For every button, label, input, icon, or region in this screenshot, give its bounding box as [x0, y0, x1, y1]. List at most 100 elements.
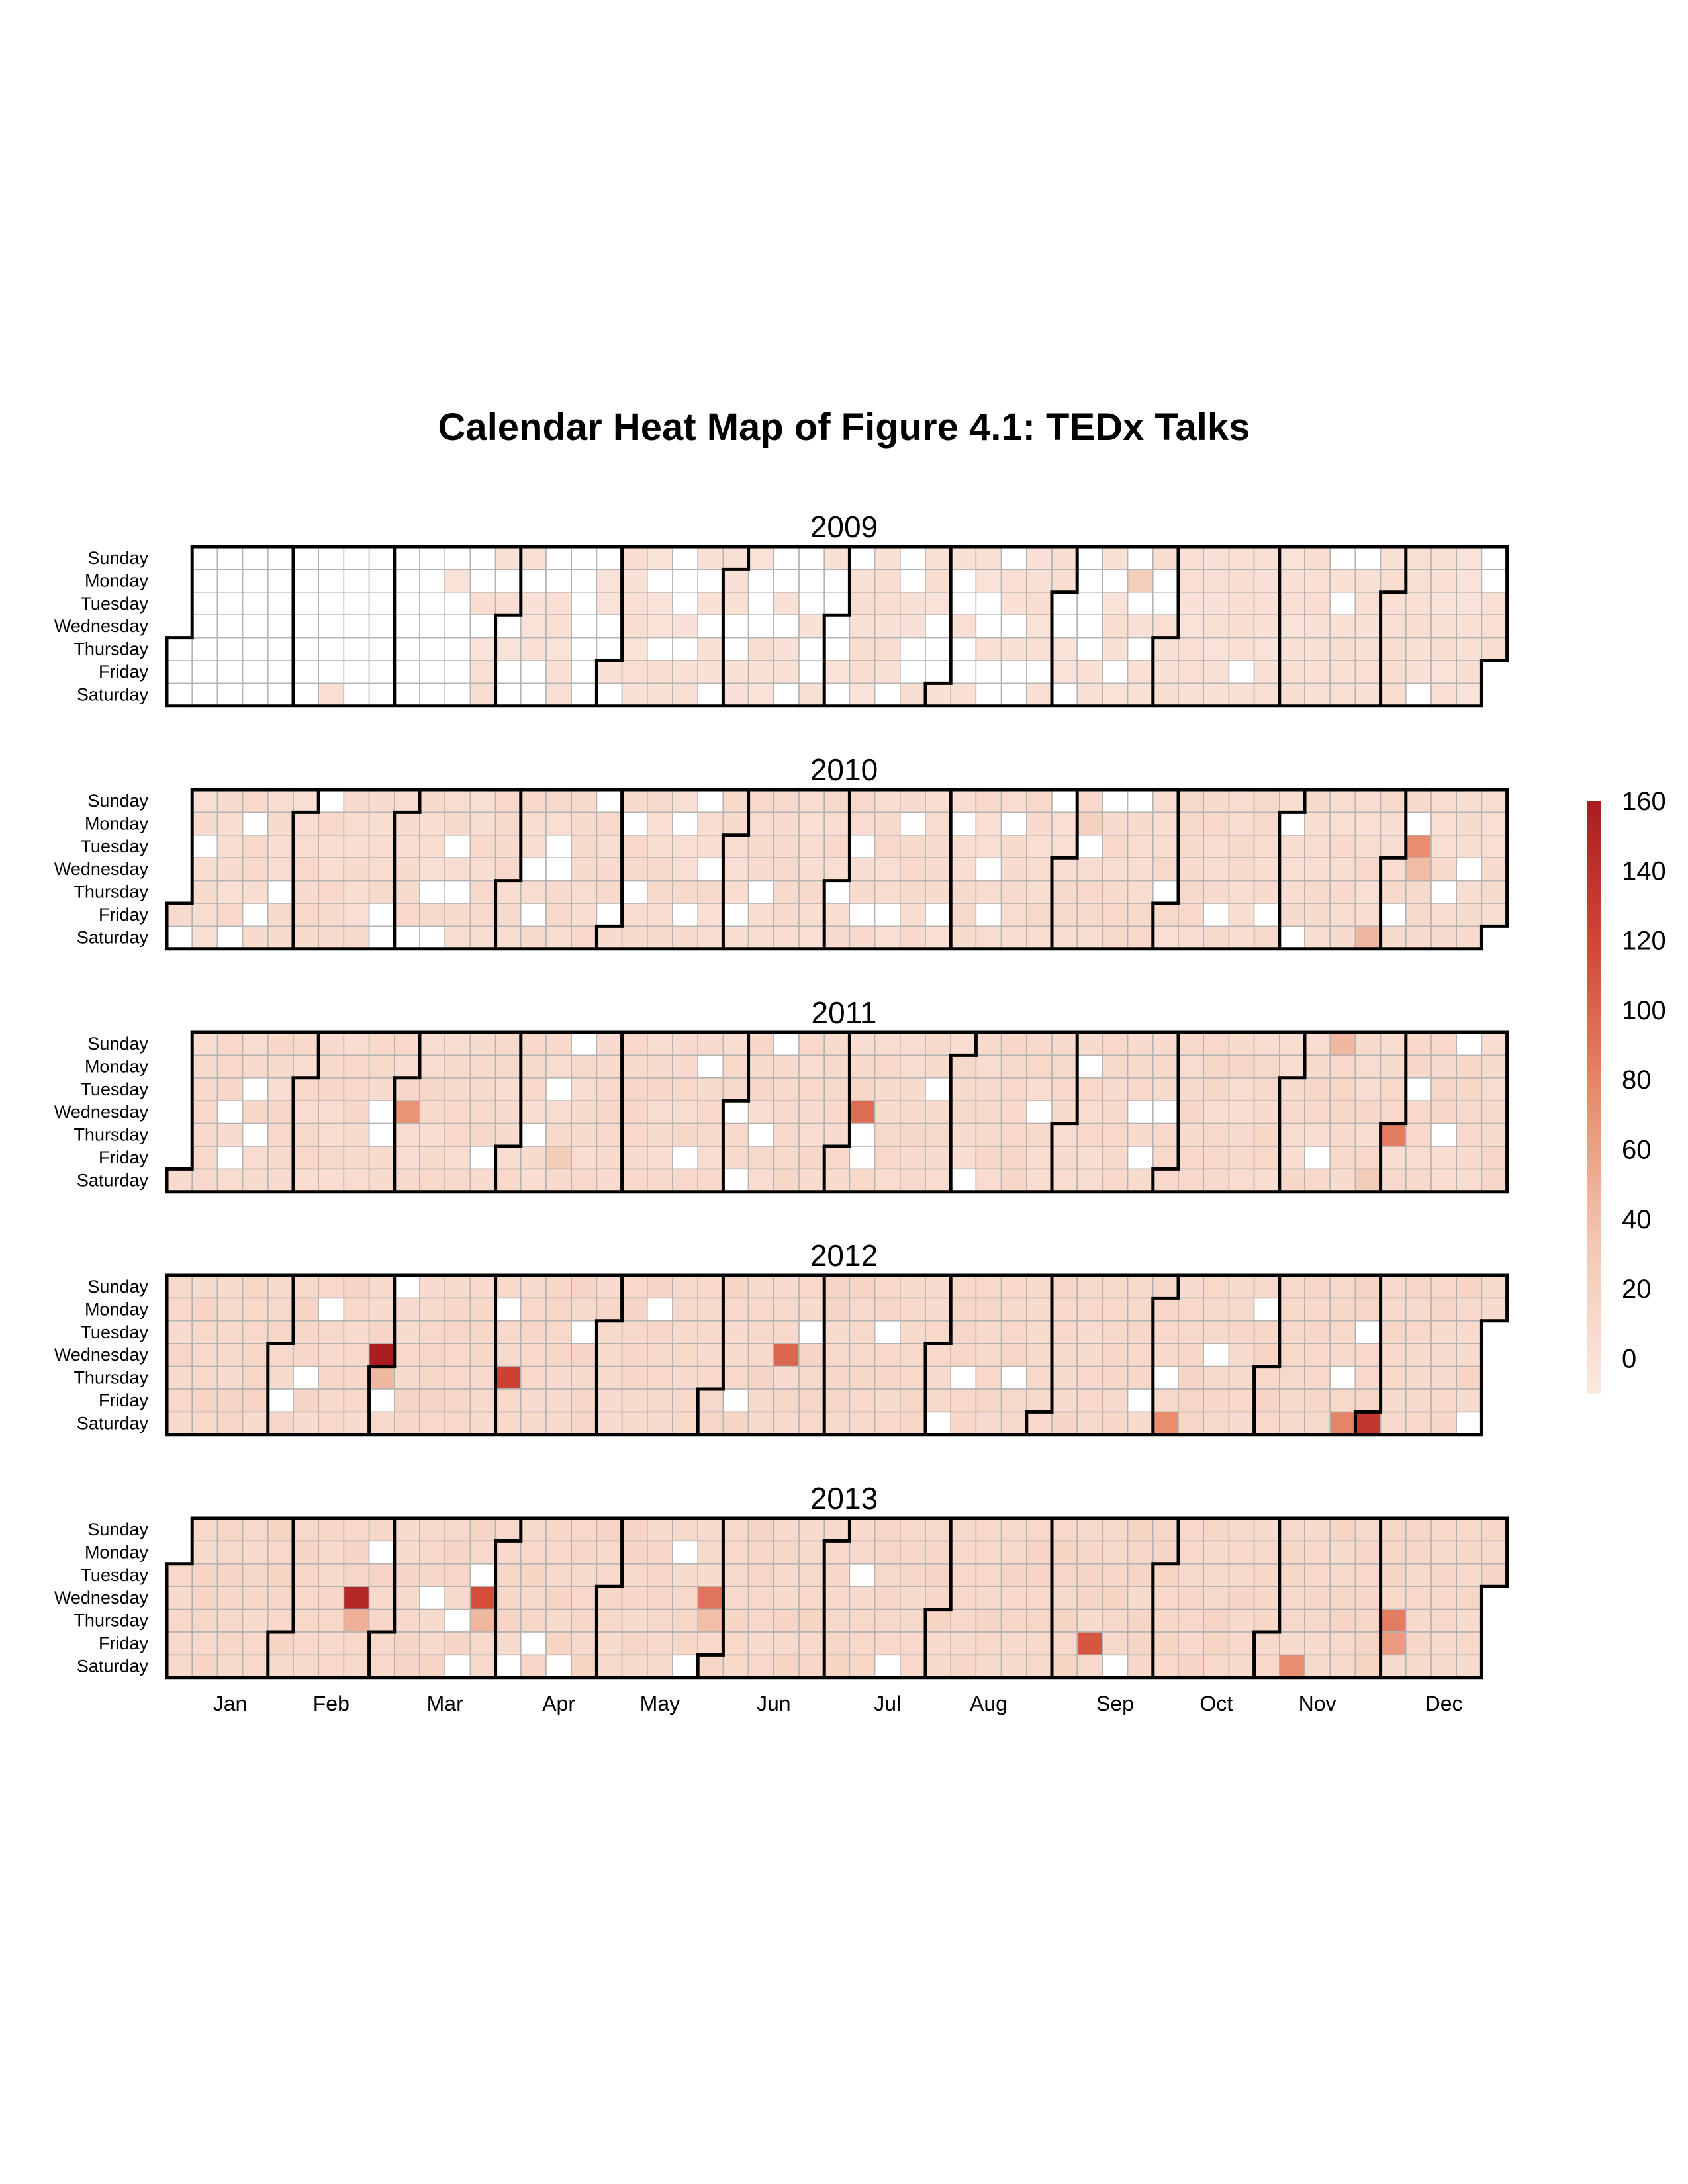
day-cell	[267, 591, 294, 615]
day-cell	[1127, 660, 1154, 684]
day-cell	[444, 1388, 471, 1413]
day-cell	[166, 682, 193, 707]
day-cell	[318, 835, 345, 859]
day-cell	[318, 1411, 345, 1435]
day-cell	[419, 1518, 446, 1542]
day-cell	[293, 1518, 320, 1542]
day-cell	[419, 1411, 446, 1435]
day-cell	[1253, 811, 1280, 836]
day-cell	[393, 835, 420, 859]
legend-color-step	[1587, 1319, 1601, 1325]
day-cell	[1354, 1608, 1382, 1633]
day-cell	[1354, 1563, 1382, 1588]
day-cell	[975, 1146, 1002, 1170]
day-cell	[1000, 903, 1027, 927]
day-cell	[1279, 637, 1305, 661]
day-cell	[242, 1388, 269, 1413]
day-cell	[444, 925, 471, 950]
day-cell	[646, 1518, 673, 1542]
day-cell	[216, 789, 244, 813]
day-cell	[444, 1654, 471, 1678]
day-cell	[1127, 1168, 1154, 1193]
day-cell	[950, 789, 977, 813]
day-cell	[1127, 1608, 1154, 1633]
day-cell	[520, 1540, 547, 1565]
day-cell	[216, 1654, 244, 1678]
legend-color-step	[1587, 1265, 1601, 1271]
day-cell	[1102, 569, 1129, 593]
day-cell	[293, 682, 320, 707]
day-cell	[1026, 614, 1053, 639]
day-cell	[545, 857, 573, 882]
day-cell	[1354, 811, 1382, 836]
day-cell	[419, 857, 446, 882]
day-cell	[1076, 637, 1103, 661]
day-cell	[874, 1168, 901, 1193]
day-cell	[596, 1631, 623, 1656]
day-cell	[444, 1586, 471, 1610]
day-cell	[1380, 1388, 1407, 1413]
legend-color-step	[1587, 1201, 1601, 1206]
day-cell	[293, 1388, 320, 1413]
day-cell	[1228, 925, 1255, 950]
day-cell	[166, 1168, 193, 1193]
day-cell	[1228, 637, 1255, 661]
day-cell	[1102, 1411, 1129, 1435]
day-cell	[1354, 789, 1382, 813]
day-cell	[747, 1275, 774, 1299]
day-cell	[773, 591, 800, 615]
day-cell	[849, 1146, 876, 1170]
day-cell	[1304, 857, 1331, 882]
day-cell	[293, 1586, 320, 1610]
day-cell	[419, 903, 446, 927]
day-cell	[646, 1365, 673, 1390]
day-cell	[823, 1631, 851, 1656]
day-cell	[1380, 1654, 1407, 1678]
day-cell	[368, 1146, 395, 1170]
day-cell	[1203, 903, 1230, 927]
day-cell	[646, 660, 673, 684]
day-cell	[1304, 880, 1331, 904]
day-cell	[1456, 1388, 1483, 1413]
day-cell	[444, 1297, 471, 1322]
day-cell	[318, 1365, 345, 1390]
day-cell	[242, 1320, 269, 1345]
day-cell	[849, 591, 876, 615]
day-cell	[419, 1032, 446, 1056]
day-cell	[621, 811, 648, 836]
day-cell	[722, 811, 749, 836]
legend-color-step	[1587, 1230, 1601, 1236]
day-cell	[900, 1608, 926, 1633]
day-cell	[722, 903, 749, 927]
day-cell	[1076, 903, 1103, 927]
day-cell	[1329, 1146, 1356, 1170]
day-cell	[1026, 1518, 1053, 1542]
year-label: 2012	[810, 1238, 878, 1273]
calendar-year-2010: 2010SundayMondayTuesdayWednesdayThursday…	[54, 752, 1509, 951]
day-cell	[900, 1654, 926, 1678]
day-cell	[1127, 591, 1154, 615]
day-cell	[419, 1054, 446, 1079]
legend-color-step	[1587, 1121, 1601, 1127]
day-cell	[166, 1608, 193, 1633]
day-cell	[293, 857, 320, 882]
day-cell	[444, 811, 471, 836]
day-cell	[419, 546, 446, 570]
day-cell	[494, 835, 522, 859]
day-cell	[1051, 1365, 1078, 1390]
day-cell	[747, 925, 774, 950]
day-cell	[191, 1077, 218, 1102]
day-cell	[1152, 569, 1179, 593]
legend-color-step	[1587, 1077, 1601, 1083]
day-cell	[1304, 1168, 1331, 1193]
day-cell	[494, 789, 522, 813]
day-cell	[1279, 1122, 1305, 1147]
day-cell	[1076, 682, 1103, 707]
day-cell	[925, 1168, 952, 1193]
day-cell	[646, 1586, 673, 1610]
day-cell	[646, 569, 673, 593]
day-cell	[1456, 857, 1483, 882]
day-cell	[1127, 614, 1154, 639]
day-cell	[191, 1297, 218, 1322]
day-cell	[545, 1518, 573, 1542]
